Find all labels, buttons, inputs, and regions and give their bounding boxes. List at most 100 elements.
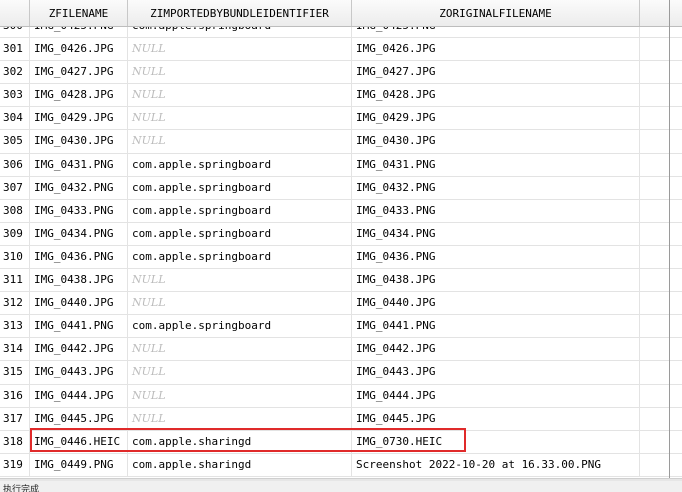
cell-zoriginalfilename[interactable]: IMG_0431.PNG — [352, 153, 640, 176]
cell-zoriginalfilename[interactable]: IMG_0443.JPG — [352, 361, 640, 384]
cell-zimportedbybundleidentifier[interactable]: NULL — [128, 38, 352, 61]
row-number[interactable]: 313 — [0, 315, 30, 338]
cell-zimportedbybundleidentifier[interactable]: com.apple.springboard — [128, 245, 352, 269]
table-row[interactable]: 303 IMG_0428.JPG NULL IMG_0428.JPG — [0, 84, 682, 108]
cell-zfilename[interactable]: IMG_0443.JPG — [30, 361, 128, 384]
cell-zoriginalfilename[interactable]: IMG_0434.PNG — [352, 222, 640, 245]
cell-zfilename[interactable]: IMG_0441.PNG — [30, 315, 128, 338]
cell-zfilename[interactable]: IMG_0445.JPG — [30, 407, 128, 430]
cell-zfilename[interactable]: IMG_0428.JPG — [30, 84, 128, 107]
cell-zimportedbybundleidentifier[interactable]: com.apple.springboard — [128, 176, 352, 199]
table-row[interactable]: 302 IMG_0427.JPG NULL IMG_0427.JPG — [0, 61, 682, 85]
table-row[interactable]: 311 IMG_0438.JPG NULL IMG_0438.JPG — [0, 269, 682, 293]
cell-zfilename[interactable]: IMG_0449.PNG — [30, 453, 128, 476]
cell-zfilename[interactable]: IMG_0442.JPG — [30, 338, 128, 361]
table-row[interactable]: 310 IMG_0436.PNG com.apple.springboard IMG_… — [0, 245, 682, 270]
cell-zoriginalfilename[interactable]: IMG_0442.JPG — [352, 338, 640, 361]
cell-zoriginalfilename[interactable]: Screenshot 2022-10-20 at 16.33.00.PNG — [352, 453, 640, 476]
cell-zimportedbybundleidentifier[interactable]: NULL — [128, 84, 352, 107]
results-grid[interactable]: 300IMG_0425.PNGcom.apple.springboardIMG_… — [0, 0, 682, 478]
cell-zimportedbybundleidentifier[interactable]: com.apple.sharingd — [128, 453, 352, 476]
row-number[interactable]: 305 — [0, 130, 30, 153]
cell-zoriginalfilename[interactable]: IMG_0432.PNG — [352, 176, 640, 199]
table-row[interactable]: 318 IMG_0446.HEIC com.apple.sharingd IMG_07… — [0, 430, 682, 454]
row-number[interactable]: 303 — [0, 84, 30, 107]
row-number[interactable]: 309 — [0, 222, 30, 245]
cell-zfilename[interactable]: IMG_0426.JPG — [30, 38, 128, 61]
cell-zoriginalfilename[interactable]: IMG_0444.JPG — [352, 384, 640, 407]
cell-filler[interactable] — [640, 431, 682, 453]
table-row[interactable]: 306 IMG_0431.PNG com.apple.springboard IMG_… — [0, 153, 682, 177]
cell-filler[interactable] — [640, 38, 682, 60]
cell-zimportedbybundleidentifier[interactable]: com.apple.springboard — [128, 222, 352, 245]
cell-zoriginalfilename[interactable]: IMG_0427.JPG — [352, 61, 640, 84]
table-row[interactable]: 309 IMG_0434.PNG com.apple.springboard IMG_… — [0, 222, 682, 246]
cell-filler[interactable] — [640, 408, 682, 430]
row-number[interactable]: 301 — [0, 38, 30, 61]
table-row[interactable]: 317 IMG_0445.JPG NULL IMG_0445.JPG — [0, 407, 682, 431]
cell-zfilename[interactable]: IMG_0429.JPG — [30, 107, 128, 130]
row-number[interactable]: 302 — [0, 61, 30, 84]
cell-filler[interactable] — [640, 361, 682, 383]
cell-zoriginalfilename[interactable]: IMG_0433.PNG — [352, 199, 640, 222]
table-row[interactable]: 307 IMG_0432.PNG com.apple.springboard IMG_… — [0, 176, 682, 200]
cell-filler[interactable] — [640, 130, 682, 152]
cell-filler[interactable] — [640, 107, 682, 129]
row-number[interactable]: 312 — [0, 292, 30, 315]
cell-zimportedbybundleidentifier[interactable]: NULL — [128, 384, 352, 407]
cell-zimportedbybundleidentifier[interactable]: NULL — [128, 361, 352, 384]
cell-filler[interactable] — [640, 315, 682, 337]
cell-zfilename[interactable]: IMG_0438.JPG — [30, 269, 128, 292]
cell-zimportedbybundleidentifier[interactable]: NULL — [128, 292, 352, 315]
table-row[interactable]: 315 IMG_0443.JPG NULL IMG_0443.JPG — [0, 361, 682, 385]
cell-zoriginalfilename[interactable]: IMG_0730.HEIC — [352, 430, 640, 453]
row-number[interactable]: 318 — [0, 430, 30, 453]
row-number[interactable]: 316 — [0, 384, 30, 407]
table-row[interactable]: 319 IMG_0449.PNG com.apple.sharingd Screens… — [0, 453, 682, 477]
header-zoriginalfilename[interactable]: ZORIGINALFILENAME — [352, 0, 640, 26]
horizontal-scrollbar[interactable] — [0, 478, 682, 482]
row-number[interactable]: 307 — [0, 176, 30, 199]
cell-zfilename[interactable]: IMG_0446.HEIC — [30, 430, 128, 453]
cell-zoriginalfilename[interactable]: IMG_0436.PNG — [352, 245, 640, 269]
header-zimportedbybundleidentifier[interactable]: ZIMPORTEDBYBUNDLEIDENTIFIER — [128, 0, 352, 26]
cell-zfilename[interactable]: IMG_0433.PNG — [30, 199, 128, 222]
cell-zoriginalfilename[interactable]: IMG_0438.JPG — [352, 269, 640, 292]
row-number[interactable]: 314 — [0, 338, 30, 361]
cell-zimportedbybundleidentifier[interactable]: NULL — [128, 107, 352, 130]
cell-filler[interactable] — [640, 200, 682, 222]
row-number[interactable]: 315 — [0, 361, 30, 384]
cell-filler[interactable] — [640, 292, 682, 314]
cell-zfilename[interactable]: IMG_0432.PNG — [30, 176, 128, 199]
cell-zoriginalfilename[interactable]: IMG_0430.JPG — [352, 130, 640, 153]
row-number[interactable]: 306 — [0, 153, 30, 176]
table-row[interactable]: 308 IMG_0433.PNG com.apple.springboard IMG_… — [0, 199, 682, 223]
table-row[interactable]: 312 IMG_0440.JPG NULL IMG_0440.JPG — [0, 292, 682, 316]
cell-filler[interactable] — [640, 223, 682, 245]
table-row[interactable]: 313 IMG_0441.PNG com.apple.springboard IMG_… — [0, 315, 682, 339]
table-row[interactable]: 316 IMG_0444.JPG NULL IMG_0444.JPG — [0, 384, 682, 408]
row-number[interactable]: 310 — [0, 245, 30, 269]
cell-filler[interactable] — [640, 338, 682, 360]
cell-zimportedbybundleidentifier[interactable]: NULL — [128, 269, 352, 292]
table-row[interactable]: 301 IMG_0426.JPG NULL IMG_0426.JPG — [0, 38, 682, 62]
cell-filler[interactable] — [640, 61, 682, 83]
cell-zoriginalfilename[interactable]: IMG_0426.JPG — [352, 38, 640, 61]
cell-zimportedbybundleidentifier[interactable]: NULL — [128, 130, 352, 153]
cell-zoriginalfilename[interactable]: IMG_0441.PNG — [352, 315, 640, 338]
cell-zimportedbybundleidentifier[interactable]: NULL — [128, 407, 352, 430]
cell-zoriginalfilename[interactable]: IMG_0429.JPG — [352, 107, 640, 130]
row-number[interactable]: 317 — [0, 407, 30, 430]
cell-filler[interactable] — [640, 154, 682, 176]
cell-filler[interactable] — [640, 177, 682, 199]
cell-filler[interactable] — [640, 269, 682, 291]
row-number[interactable]: 308 — [0, 199, 30, 222]
cell-zfilename[interactable]: IMG_0444.JPG — [30, 384, 128, 407]
row-number[interactable]: 311 — [0, 269, 30, 292]
cell-zfilename[interactable]: IMG_0430.JPG — [30, 130, 128, 153]
cell-zimportedbybundleidentifier[interactable]: com.apple.springboard — [128, 315, 352, 338]
table-row[interactable]: 304 IMG_0429.JPG NULL IMG_0429.JPG — [0, 107, 682, 131]
cell-zfilename[interactable]: IMG_0431.PNG — [30, 153, 128, 176]
row-number[interactable]: 304 — [0, 107, 30, 130]
table-row[interactable]: 314 IMG_0442.JPG NULL IMG_0442.JPG — [0, 338, 682, 362]
